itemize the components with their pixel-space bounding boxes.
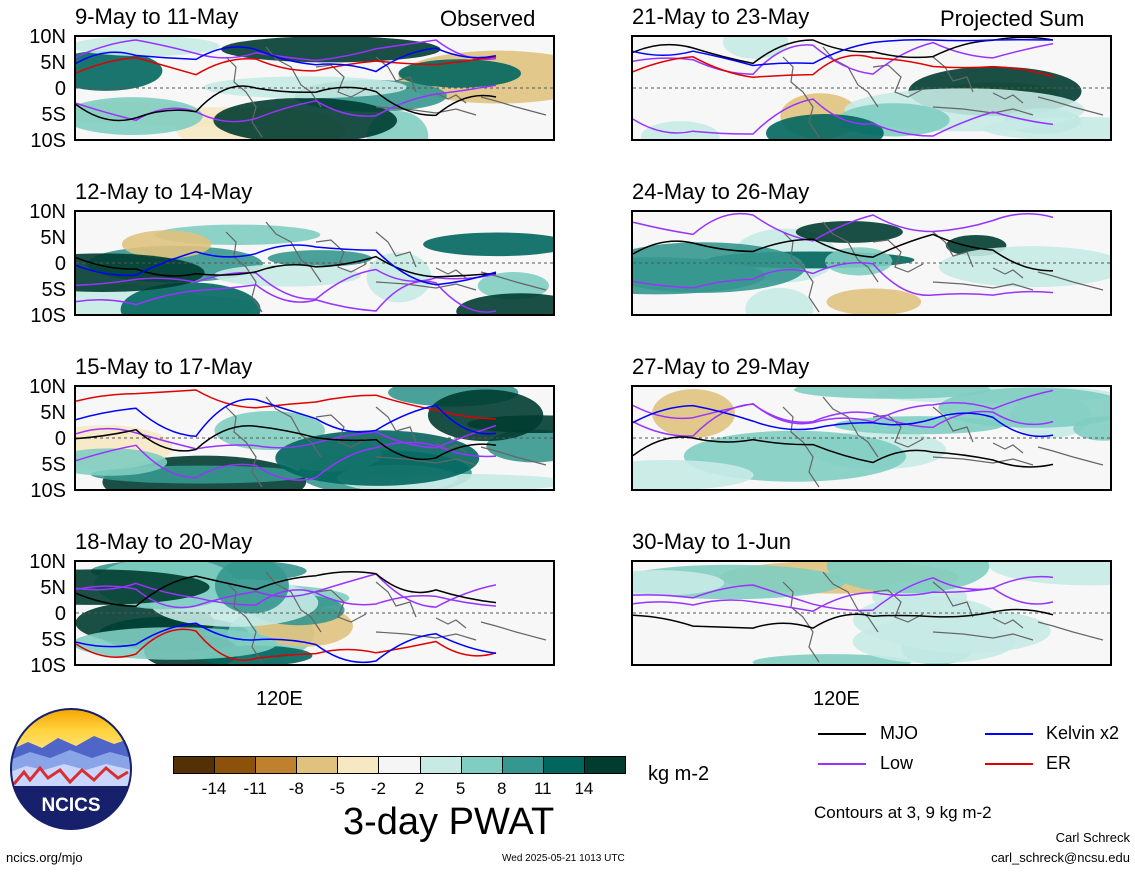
contours-note: Contours at 3, 9 kg m-2 (814, 803, 992, 822)
lat-label: 5N (40, 52, 66, 74)
colorbar-tick-label: 14 (574, 779, 594, 798)
colorbar-tick-label: 11 (533, 779, 552, 798)
legend-label: MJO (880, 723, 918, 743)
panel-title: 9-May to 11-May (75, 4, 239, 29)
colorbar-box (214, 756, 257, 774)
logo-text: NCICS (41, 795, 100, 816)
colorbar-box (337, 756, 380, 774)
map-panel (631, 35, 1112, 141)
lat-label: 0 (54, 603, 66, 625)
colorbar-tick-label: -14 (201, 779, 227, 798)
colorbar: -14 -11 -8 -5 -2 2 5 8 11 14 (173, 756, 626, 804)
panel-title: 24-May to 26-May (632, 179, 810, 204)
lat-label: 5N (40, 227, 66, 249)
lat-label: 10S (30, 655, 66, 677)
panel-tag: Projected Sum (940, 6, 1085, 31)
panel-title: 18-May to 20-May (75, 529, 253, 554)
legend-swatch-low (818, 763, 866, 765)
colorbar-box (501, 756, 544, 774)
pwat-field (76, 562, 553, 664)
panel-title: 12-May to 14-May (75, 179, 253, 204)
colorbar-tick-label: -8 (288, 779, 304, 798)
lat-label: 5N (40, 577, 66, 599)
pwat-field (633, 212, 1110, 314)
pwat-field (633, 387, 1110, 489)
colorbar-title: 3-day PWAT (343, 801, 555, 843)
colorbar-tick-label: -11 (243, 779, 267, 798)
map-panel (74, 560, 555, 666)
colorbar-tick-label: -5 (329, 779, 345, 798)
lat-label: 10S (30, 130, 66, 152)
pwat-field (76, 37, 553, 139)
colorbar-box (460, 756, 503, 774)
lat-label: 5S (41, 629, 66, 651)
lat-label: 10N (29, 26, 66, 48)
footer-author: Carl Schreck (1055, 830, 1130, 845)
lat-label: 10N (29, 376, 66, 398)
map-panel (74, 385, 555, 491)
pwat-field (633, 37, 1110, 139)
footer-timestamp: Wed 2025-05-21 1013 UTC (502, 853, 625, 864)
lat-label: 10S (30, 480, 66, 502)
panel-title: 15-May to 17-May (75, 354, 253, 379)
map-panel (74, 35, 555, 141)
legend-swatch-mjo (818, 733, 866, 735)
legend-swatch-kelvin (985, 733, 1033, 735)
colorbar-box (583, 756, 626, 774)
colorbar-box (173, 756, 216, 774)
panel-title: 27-May to 29-May (632, 354, 810, 379)
lat-label: 0 (54, 428, 66, 450)
legend-label: Low (880, 753, 914, 773)
ncics-logo: NCICS (10, 708, 132, 830)
lat-label: 10N (29, 201, 66, 223)
lat-label: 5N (40, 402, 66, 424)
colorbar-box (378, 756, 421, 774)
colorbar-box (419, 756, 462, 774)
colorbar-tick-label: 2 (414, 779, 425, 798)
colorbar-tick-label: -2 (370, 779, 387, 798)
colorbar-box (296, 756, 339, 774)
legend-label: ER (1046, 753, 1072, 773)
panel-tag: Observed (440, 6, 536, 31)
map-panel (74, 210, 555, 316)
colorbar-tick-label: 5 (455, 779, 466, 798)
colorbar-tick-label: 8 (496, 779, 507, 798)
lat-label: 10N (29, 551, 66, 573)
legend-swatch-er (985, 763, 1033, 765)
lat-label: 5S (41, 104, 66, 126)
pwat-field (76, 212, 553, 314)
lat-label: 0 (54, 78, 66, 100)
lon-label: 120E (813, 688, 860, 710)
lat-label: 5S (41, 279, 66, 301)
pwat-field (633, 562, 1110, 664)
lat-label: 10S (30, 305, 66, 327)
panel-title: 30-May to 1-Jun (632, 529, 791, 554)
map-panel (631, 210, 1112, 316)
panel-title: 21-May to 23-May (632, 4, 810, 29)
lat-label: 5S (41, 454, 66, 476)
footer-email: carl_schreck@ncsu.edu (991, 850, 1130, 865)
legend-label: Kelvin x2 (1046, 723, 1120, 743)
map-panel (631, 560, 1112, 666)
footer-url: ncics.org/mjo (6, 850, 83, 865)
lon-label: 120E (256, 688, 303, 710)
pwat-field (76, 387, 553, 489)
colorbar-box (542, 756, 585, 774)
colorbar-box (255, 756, 298, 774)
lat-label: 0 (54, 253, 66, 275)
colorbar-unit: kg m-2 (648, 763, 710, 785)
map-panel (631, 385, 1112, 491)
